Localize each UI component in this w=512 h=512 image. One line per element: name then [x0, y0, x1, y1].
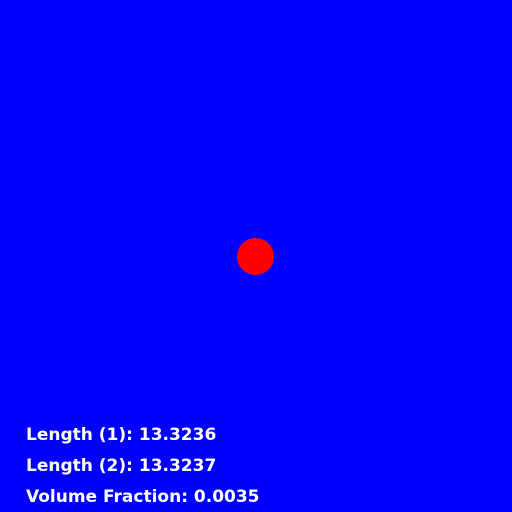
- length-2-text: Length (2): 13.3237: [26, 456, 217, 476]
- droplet-blob: [237, 238, 274, 275]
- stats-overlay: Length (1): 13.3236 Length (2): 13.3237 …: [26, 420, 260, 512]
- volume-fraction-text: Volume Fraction: 0.0035: [26, 487, 260, 507]
- length-1-text: Length (1): 13.3236: [26, 425, 217, 445]
